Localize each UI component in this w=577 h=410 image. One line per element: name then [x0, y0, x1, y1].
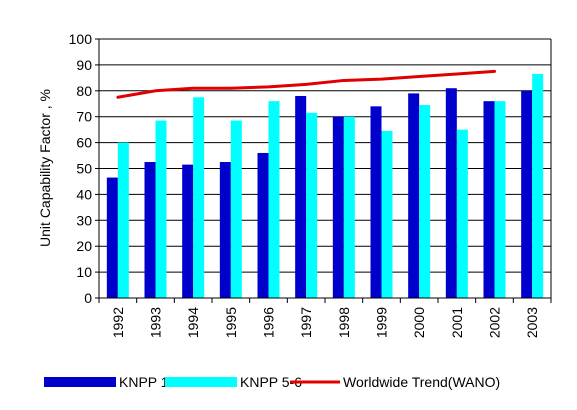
y-tick-label: 100	[69, 31, 93, 47]
bar-knpp-1-4-1999	[370, 106, 382, 298]
bar-knpp-5-6-1993	[155, 120, 167, 299]
x-tick-label: 1999	[374, 307, 390, 338]
x-tick-label: 1998	[336, 307, 352, 338]
bar-knpp-1-4-1995	[219, 162, 231, 298]
y-tick-label: 80	[76, 83, 92, 99]
x-tick-label: 1997	[298, 307, 314, 338]
bar-knpp-1-4-1993	[144, 162, 156, 298]
bar-knpp-1-4-1997	[295, 95, 307, 298]
bar-knpp-5-6-1997	[306, 112, 318, 298]
bar-knpp-5-6-2000	[419, 105, 431, 298]
bar-knpp-5-6-1999	[381, 130, 393, 298]
line-worldwide-trend-wano-	[116, 69, 496, 99]
bar-knpp-1-4-2000	[408, 93, 420, 298]
tick-labels: 0 10 20 30 40 50 60 70 80 90 100 1992 1993 1994 1995 19…	[69, 31, 541, 338]
trend-line	[116, 69, 496, 99]
bar-knpp-1-4-2003	[521, 90, 533, 298]
legend-label-knpp-5-6: KNPP 5-6	[240, 374, 302, 390]
bar-knpp-1-4-1994	[182, 164, 194, 298]
bar-knpp-5-6-2003	[532, 73, 544, 298]
bar-knpp-1-4-1996	[257, 152, 269, 298]
x-tick-label: 2000	[411, 307, 427, 338]
y-tick-label: 50	[76, 161, 92, 177]
legend-swatch-knpp-1-4	[44, 377, 116, 387]
bar-knpp-5-6-1992	[117, 142, 129, 298]
bar-knpp-1-4-1998	[332, 116, 344, 298]
x-tick-label: 1995	[223, 307, 239, 338]
x-tick-label: 2002	[487, 307, 503, 338]
y-tick-label: 60	[76, 135, 92, 151]
y-axis-title: Unit Capability Factor , %	[37, 89, 53, 247]
x-tick-label: 1992	[110, 307, 126, 338]
x-tick-label: 2001	[449, 307, 465, 338]
bar-knpp-5-6-1996	[268, 101, 280, 298]
x-tick-label: 2003	[524, 307, 540, 338]
bar-knpp-5-6-1995	[230, 120, 242, 299]
legend-swatch-knpp-5-6	[165, 377, 237, 387]
x-tick-label: 1996	[261, 307, 277, 338]
bar-knpp-5-6-2002	[494, 101, 506, 298]
bar-knpp-1-4-2001	[445, 88, 457, 299]
axes	[95, 38, 552, 303]
y-tick-label: 30	[76, 212, 92, 228]
legend: KNPP 1-4 KNPP 5-6 Worldwide Trend(WANO)	[44, 374, 500, 390]
bar-knpp-5-6-1994	[193, 97, 205, 299]
x-tick-label: 1994	[185, 307, 201, 338]
bar-knpp-1-4-1992	[106, 177, 118, 298]
bars	[106, 73, 544, 299]
bar-knpp-5-6-1998	[343, 116, 355, 298]
y-tick-label: 40	[76, 186, 92, 202]
x-tick-label: 1993	[148, 307, 164, 338]
y-tick-label: 90	[76, 57, 92, 73]
y-tick-label: 10	[76, 264, 92, 280]
bar-knpp-1-4-2002	[483, 101, 495, 298]
y-tick-label: 70	[76, 109, 92, 125]
legend-label-worldwide-trend-wano-: Worldwide Trend(WANO)	[343, 374, 500, 390]
y-tick-label: 0	[84, 290, 92, 306]
y-tick-label: 20	[76, 238, 92, 254]
bar-knpp-5-6-2001	[456, 129, 468, 298]
